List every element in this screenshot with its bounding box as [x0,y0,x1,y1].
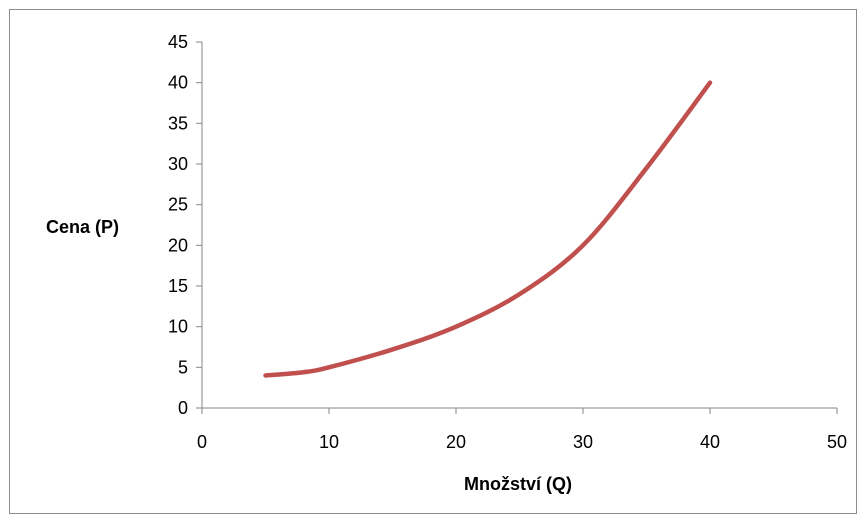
x-tick-label: 10 [319,432,339,452]
y-tick-label: 5 [178,357,188,377]
x-axis-title: Množství (Q) [464,474,572,494]
y-tick-label: 40 [168,73,188,93]
x-tick-label: 40 [700,432,720,452]
chart-frame [9,9,857,514]
axes [196,41,838,414]
x-tick-label: 30 [573,432,593,452]
y-axis-title: Cena (P) [46,217,119,237]
y-tick-label: 15 [168,276,188,296]
y-tick-label: 10 [168,317,188,337]
series-layer [263,80,713,378]
x-tick-label: 20 [446,432,466,452]
y-tick-label: 20 [168,235,188,255]
y-tick-label: 0 [178,398,188,418]
series-line [263,80,713,378]
y-tick-label: 30 [168,154,188,174]
x-tick-label: 0 [197,432,207,452]
y-tick-label: 35 [168,113,188,133]
tick-labels: 0 5 10 15 20 25 30 35 40 45 0 10 20 30 40 50 [168,32,847,452]
x-tick-label: 50 [827,432,847,452]
y-tick-label: 25 [168,195,188,215]
y-tick-label: 45 [168,32,188,52]
